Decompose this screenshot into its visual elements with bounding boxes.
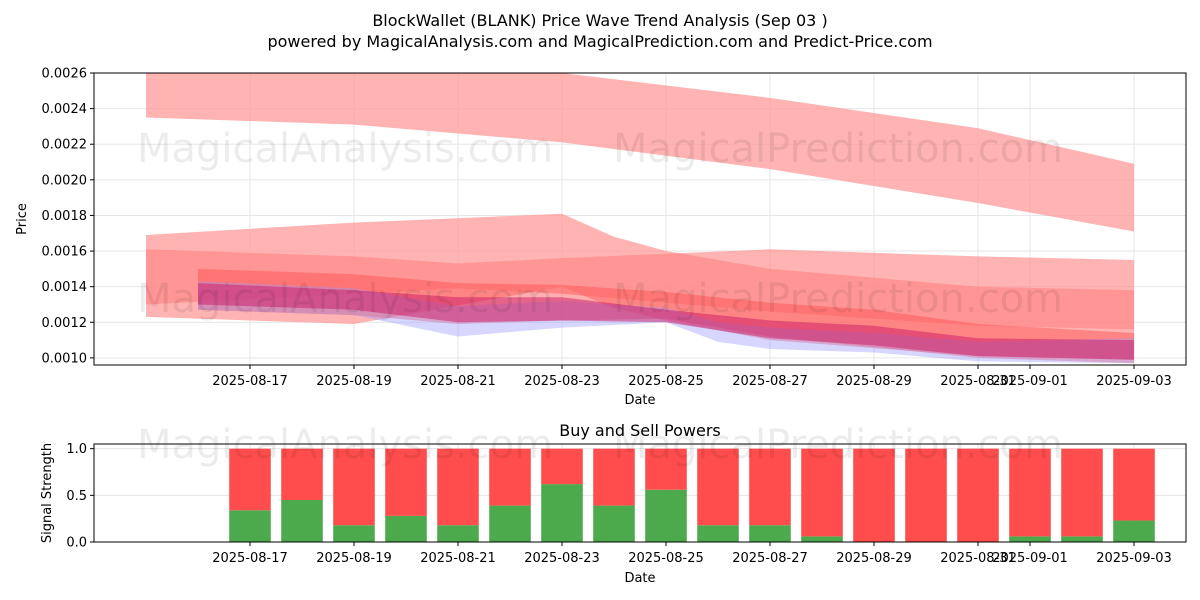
price-x-tick-label: 2025-08-17: [212, 374, 288, 389]
buy-power-bar: [229, 510, 271, 542]
price-y-tick-label: 0.0020: [42, 173, 88, 188]
price-wave-band: [146, 249, 1134, 330]
price-y-tick-label: 0.0012: [42, 316, 88, 331]
chart-subtitle: powered by MagicalAnalysis.com and Magic…: [267, 32, 932, 51]
buy-power-bar: [385, 515, 427, 542]
sell-power-bar: [333, 448, 375, 526]
price-x-tick-label: 2025-09-01: [992, 374, 1068, 389]
buy-power-bar: [333, 525, 375, 542]
chart-title: BlockWallet (BLANK) Price Wave Trend Ana…: [372, 11, 827, 30]
signal-y-tick-label: 0.5: [66, 489, 87, 504]
sell-power-bar: [385, 448, 427, 516]
signal-plot-frame: [93, 443, 1187, 543]
sell-power-bar: [957, 448, 999, 542]
price-wave-band: [146, 73, 1134, 232]
price-x-tick-label: 2025-08-19: [316, 374, 392, 389]
price-y-tick-label: 0.0024: [42, 102, 88, 117]
signal-panel: 0.0 0.5 1.0 2025-08-17 2025-08-19 2025-08-21…: [40, 421, 1187, 586]
watermark-text: MagicalAnalysis.com: [137, 276, 553, 322]
signal-x-tick-label: 2025-08-19: [316, 551, 392, 566]
buy-power-bar: [1113, 520, 1155, 542]
signal-x-ticks: 2025-08-17 2025-08-19 2025-08-21 2025-08-23…: [212, 542, 1172, 566]
signal-bars: [229, 448, 1155, 542]
buy-power-bar: [801, 536, 843, 542]
price-x-tick-label: 2025-08-31: [940, 374, 1016, 389]
price-y-tick-label: 0.0010: [42, 351, 88, 366]
sell-power-bar: [541, 448, 583, 485]
price-wave-band: [198, 283, 1134, 360]
sell-power-bar: [697, 448, 739, 526]
price-y-ticks: 0.0010 0.0012 0.0014 0.0016 0.0018 0.0020 0.00…: [42, 67, 94, 366]
signal-x-tick-label: 2025-08-23: [524, 551, 600, 566]
price-x-ticks: 2025-08-17 2025-08-19 2025-08-21 2025-08-23…: [212, 365, 1172, 389]
sell-power-bar: [489, 448, 531, 506]
price-panel: 0.0010 0.0012 0.0014 0.0016 0.0018 0.0020 0.00…: [15, 67, 1187, 408]
watermark-text: MagicalPrediction.com: [613, 126, 1063, 172]
signal-x-tick-label: 2025-08-25: [628, 551, 704, 566]
buy-power-bar: [541, 484, 583, 542]
signal-x-tick-label: 2025-08-21: [420, 551, 496, 566]
price-x-tick-label: 2025-08-21: [420, 374, 496, 389]
price-plot-frame: [93, 72, 1187, 366]
signal-y-tick-label: 0.0: [66, 536, 87, 551]
buy-power-bar: [437, 525, 479, 542]
signal-x-tick-label: 2025-09-03: [1096, 551, 1172, 566]
buy-power-bar: [645, 489, 687, 542]
price-bands: [146, 73, 1134, 364]
price-x-tick-label: 2025-08-25: [628, 374, 704, 389]
signal-x-tick-label: 2025-08-27: [732, 551, 808, 566]
signal-x-axis-label: Date: [624, 571, 655, 586]
sell-power-bar: [1113, 448, 1155, 521]
signal-y-axis-label: Signal Strength: [40, 443, 55, 543]
sell-power-bar: [1061, 448, 1103, 537]
price-x-tick-label: 2025-08-27: [732, 374, 808, 389]
price-y-tick-label: 0.0018: [42, 209, 88, 224]
watermarks: MagicalAnalysis.com MagicalPrediction.co…: [137, 126, 1063, 468]
signal-y-tick-label: 1.0: [66, 442, 87, 457]
sell-power-bar: [749, 448, 791, 526]
price-y-tick-label: 0.0016: [42, 245, 88, 260]
sell-power-bar: [593, 448, 635, 506]
sell-power-bar: [1009, 448, 1051, 537]
price-x-tick-label: 2025-08-23: [524, 374, 600, 389]
buy-power-bar: [1061, 536, 1103, 542]
watermark-text: MagicalPrediction.com: [613, 422, 1063, 468]
sell-power-bar: [229, 448, 271, 511]
buy-power-bar: [749, 525, 791, 542]
price-x-tick-label: 2025-08-29: [836, 374, 912, 389]
signal-y-ticks: 0.0 0.5 1.0: [66, 442, 94, 551]
price-x-axis-label: Date: [624, 393, 655, 408]
price-x-tick-label: 2025-09-03: [1096, 374, 1172, 389]
price-y-tick-label: 0.0026: [42, 67, 88, 82]
sell-power-bar: [645, 448, 687, 490]
signal-x-tick-label: 2025-08-29: [836, 551, 912, 566]
signal-x-tick-label: 2025-09-01: [992, 551, 1068, 566]
buy-power-bar: [593, 505, 635, 542]
sell-power-bar: [801, 448, 843, 537]
buy-power-bar: [1009, 536, 1051, 542]
sell-power-bar: [281, 448, 323, 500]
sell-power-bar: [853, 448, 895, 542]
signal-panel-title: Buy and Sell Powers: [559, 421, 721, 440]
price-y-axis-label: Price: [15, 203, 30, 235]
sell-power-bar: [905, 448, 947, 542]
price-y-tick-label: 0.0022: [42, 138, 88, 153]
signal-x-tick-label: 2025-08-31: [940, 551, 1016, 566]
buy-power-bar: [697, 525, 739, 542]
buy-power-bar: [489, 505, 531, 542]
watermark-text: MagicalAnalysis.com: [137, 422, 553, 468]
sell-power-bar: [437, 448, 479, 526]
signal-x-tick-label: 2025-08-17: [212, 551, 288, 566]
price-band-group: [146, 73, 1134, 364]
watermark-text: MagicalPrediction.com: [613, 276, 1063, 322]
price-y-tick-label: 0.0014: [42, 280, 88, 295]
watermark-text: MagicalAnalysis.com: [137, 126, 553, 172]
buy-power-bar: [281, 500, 323, 542]
